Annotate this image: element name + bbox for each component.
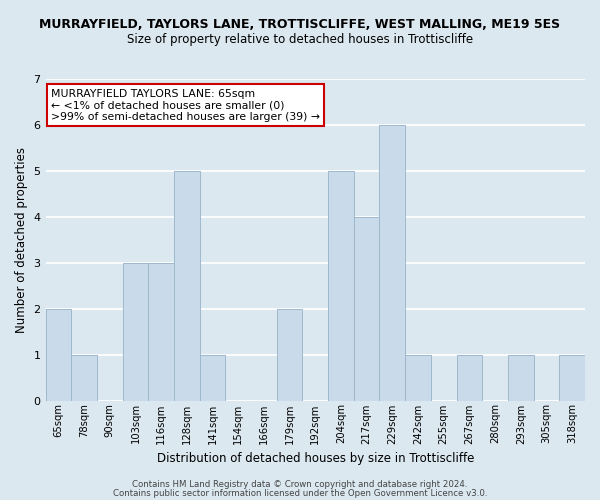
Bar — [174, 171, 200, 400]
Bar — [354, 217, 379, 400]
Bar — [559, 354, 585, 401]
Text: Contains HM Land Registry data © Crown copyright and database right 2024.: Contains HM Land Registry data © Crown c… — [132, 480, 468, 489]
Bar — [122, 262, 148, 400]
Bar — [405, 354, 431, 401]
X-axis label: Distribution of detached houses by size in Trottiscliffe: Distribution of detached houses by size … — [157, 452, 474, 465]
Bar — [71, 354, 97, 401]
Bar — [457, 354, 482, 401]
Text: Size of property relative to detached houses in Trottiscliffe: Size of property relative to detached ho… — [127, 32, 473, 46]
Bar — [379, 125, 405, 400]
Bar — [200, 354, 226, 401]
Y-axis label: Number of detached properties: Number of detached properties — [15, 147, 28, 333]
Bar — [148, 262, 174, 400]
Bar — [46, 308, 71, 400]
Text: MURRAYFIELD TAYLORS LANE: 65sqm
← <1% of detached houses are smaller (0)
>99% of: MURRAYFIELD TAYLORS LANE: 65sqm ← <1% of… — [51, 88, 320, 122]
Bar — [328, 171, 354, 400]
Bar — [277, 308, 302, 400]
Text: Contains public sector information licensed under the Open Government Licence v3: Contains public sector information licen… — [113, 488, 487, 498]
Bar — [508, 354, 533, 401]
Text: MURRAYFIELD, TAYLORS LANE, TROTTISCLIFFE, WEST MALLING, ME19 5ES: MURRAYFIELD, TAYLORS LANE, TROTTISCLIFFE… — [40, 18, 560, 30]
